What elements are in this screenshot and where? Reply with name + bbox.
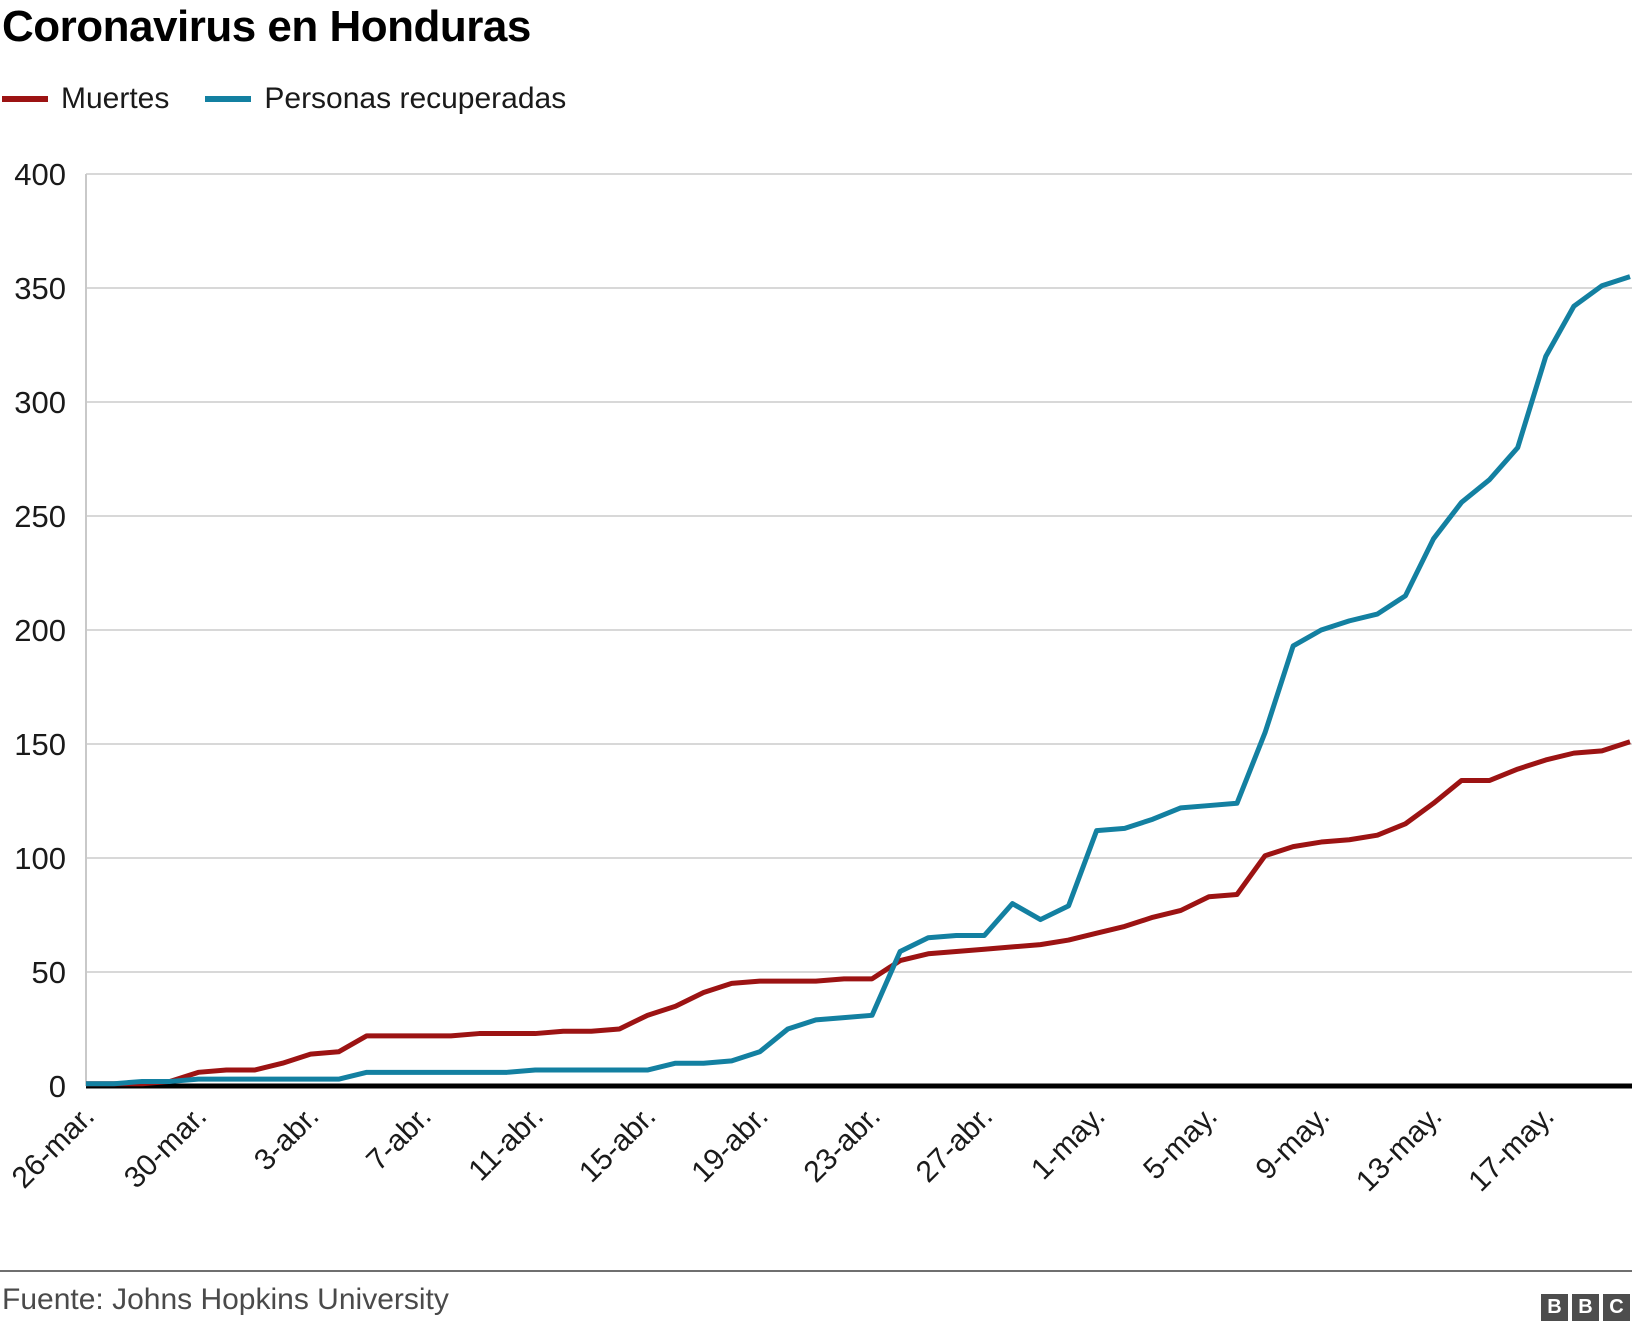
legend-item-muertes: Muertes	[2, 82, 169, 116]
legend-item-recuperadas: Personas recuperadas	[205, 82, 566, 116]
x-tick-label: 9-may.	[1250, 1100, 1337, 1187]
x-tick-label: 26-mar.	[6, 1100, 101, 1195]
x-tick-label: 11-abr.	[462, 1100, 550, 1188]
footer-divider	[0, 1270, 1632, 1272]
y-tick-label: 350	[14, 271, 66, 306]
x-tick-label: 19-abr.	[685, 1100, 774, 1189]
x-tick-label: 15-abr.	[573, 1100, 662, 1189]
y-tick-label: 0	[49, 1069, 66, 1104]
y-tick-label: 200	[14, 613, 66, 648]
x-tick-label: 23-abr.	[798, 1100, 887, 1189]
y-tick-label: 250	[14, 499, 66, 534]
y-tick-label: 400	[14, 157, 66, 192]
bbc-logo: B B C	[1541, 1294, 1630, 1321]
bbc-logo-block: B	[1572, 1294, 1599, 1321]
page-title: Coronavirus en Honduras	[2, 2, 531, 51]
legend: Muertes Personas recuperadas	[2, 82, 566, 116]
y-tick-label: 150	[14, 727, 66, 762]
line-chart: 0 50 100 150 200 250 300 350 400 26-mar. 30-mar. 3-…	[6, 157, 1632, 1198]
legend-label-muertes: Muertes	[61, 82, 170, 115]
x-tick-label: 13-may.	[1350, 1100, 1448, 1198]
x-tick-label: 17-may.	[1462, 1100, 1560, 1198]
y-tick-label: 50	[32, 955, 66, 990]
x-tick-label: 30-mar.	[118, 1100, 213, 1195]
muertes-line	[86, 739, 1631, 1087]
source-text: Fuente: Johns Hopkins University	[2, 1283, 449, 1316]
x-tick-label: 1-may.	[1025, 1100, 1112, 1187]
recuperadas-line-swatch-icon	[205, 96, 252, 102]
bbc-logo-block: C	[1603, 1294, 1630, 1321]
x-tick-label: 3-abr.	[248, 1100, 326, 1178]
x-tick-label: 7-abr.	[360, 1100, 438, 1178]
y-tick-label: 300	[14, 385, 66, 420]
legend-label-recuperadas: Personas recuperadas	[264, 82, 567, 115]
y-tick-label: 100	[14, 841, 66, 876]
x-tick-label: 27-abr.	[910, 1100, 999, 1189]
muertes-line-swatch-icon	[2, 96, 48, 102]
x-tick-label: 5-may.	[1137, 1100, 1224, 1187]
recuperadas-line	[86, 274, 1631, 1087]
bbc-logo-block: B	[1541, 1294, 1568, 1321]
